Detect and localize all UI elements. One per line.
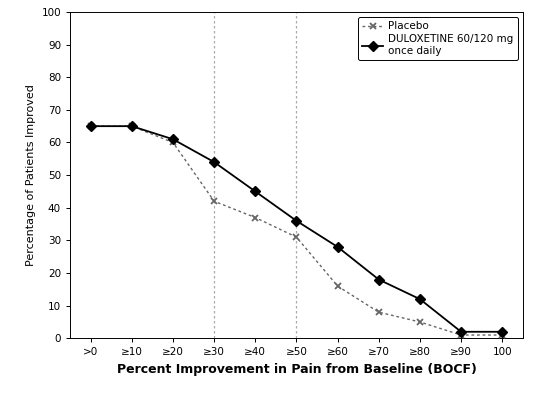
Line: Placebo: Placebo <box>87 123 506 339</box>
Legend: Placebo, DULOXETINE 60/120 mg
once daily: Placebo, DULOXETINE 60/120 mg once daily <box>358 17 517 60</box>
DULOXETINE 60/120 mg
once daily <box>499 330 506 334</box>
Line: DULOXETINE 60/120 mg
once daily: DULOXETINE 60/120 mg once daily <box>87 123 506 335</box>
X-axis label: Percent Improvement in Pain from Baseline (BOCF): Percent Improvement in Pain from Baselin… <box>116 363 476 376</box>
Placebo <box>211 199 217 204</box>
Placebo <box>499 333 506 338</box>
DULOXETINE 60/120 mg
once daily <box>170 137 176 142</box>
Y-axis label: Percentage of Patients Improved: Percentage of Patients Improved <box>26 84 36 266</box>
Placebo <box>252 215 259 220</box>
DULOXETINE 60/120 mg
once daily <box>129 124 135 129</box>
DULOXETINE 60/120 mg
once daily <box>417 297 423 302</box>
DULOXETINE 60/120 mg
once daily <box>87 124 94 129</box>
DULOXETINE 60/120 mg
once daily <box>293 219 300 223</box>
Placebo <box>293 235 300 240</box>
Placebo <box>87 124 94 129</box>
Placebo <box>417 320 423 324</box>
Placebo <box>129 124 135 129</box>
Placebo <box>376 310 382 314</box>
DULOXETINE 60/120 mg
once daily <box>211 160 217 164</box>
DULOXETINE 60/120 mg
once daily <box>334 244 341 249</box>
DULOXETINE 60/120 mg
once daily <box>376 277 382 282</box>
Placebo <box>334 284 341 289</box>
DULOXETINE 60/120 mg
once daily <box>458 330 464 334</box>
Placebo <box>170 140 176 145</box>
DULOXETINE 60/120 mg
once daily <box>252 189 259 194</box>
Placebo <box>458 333 464 338</box>
